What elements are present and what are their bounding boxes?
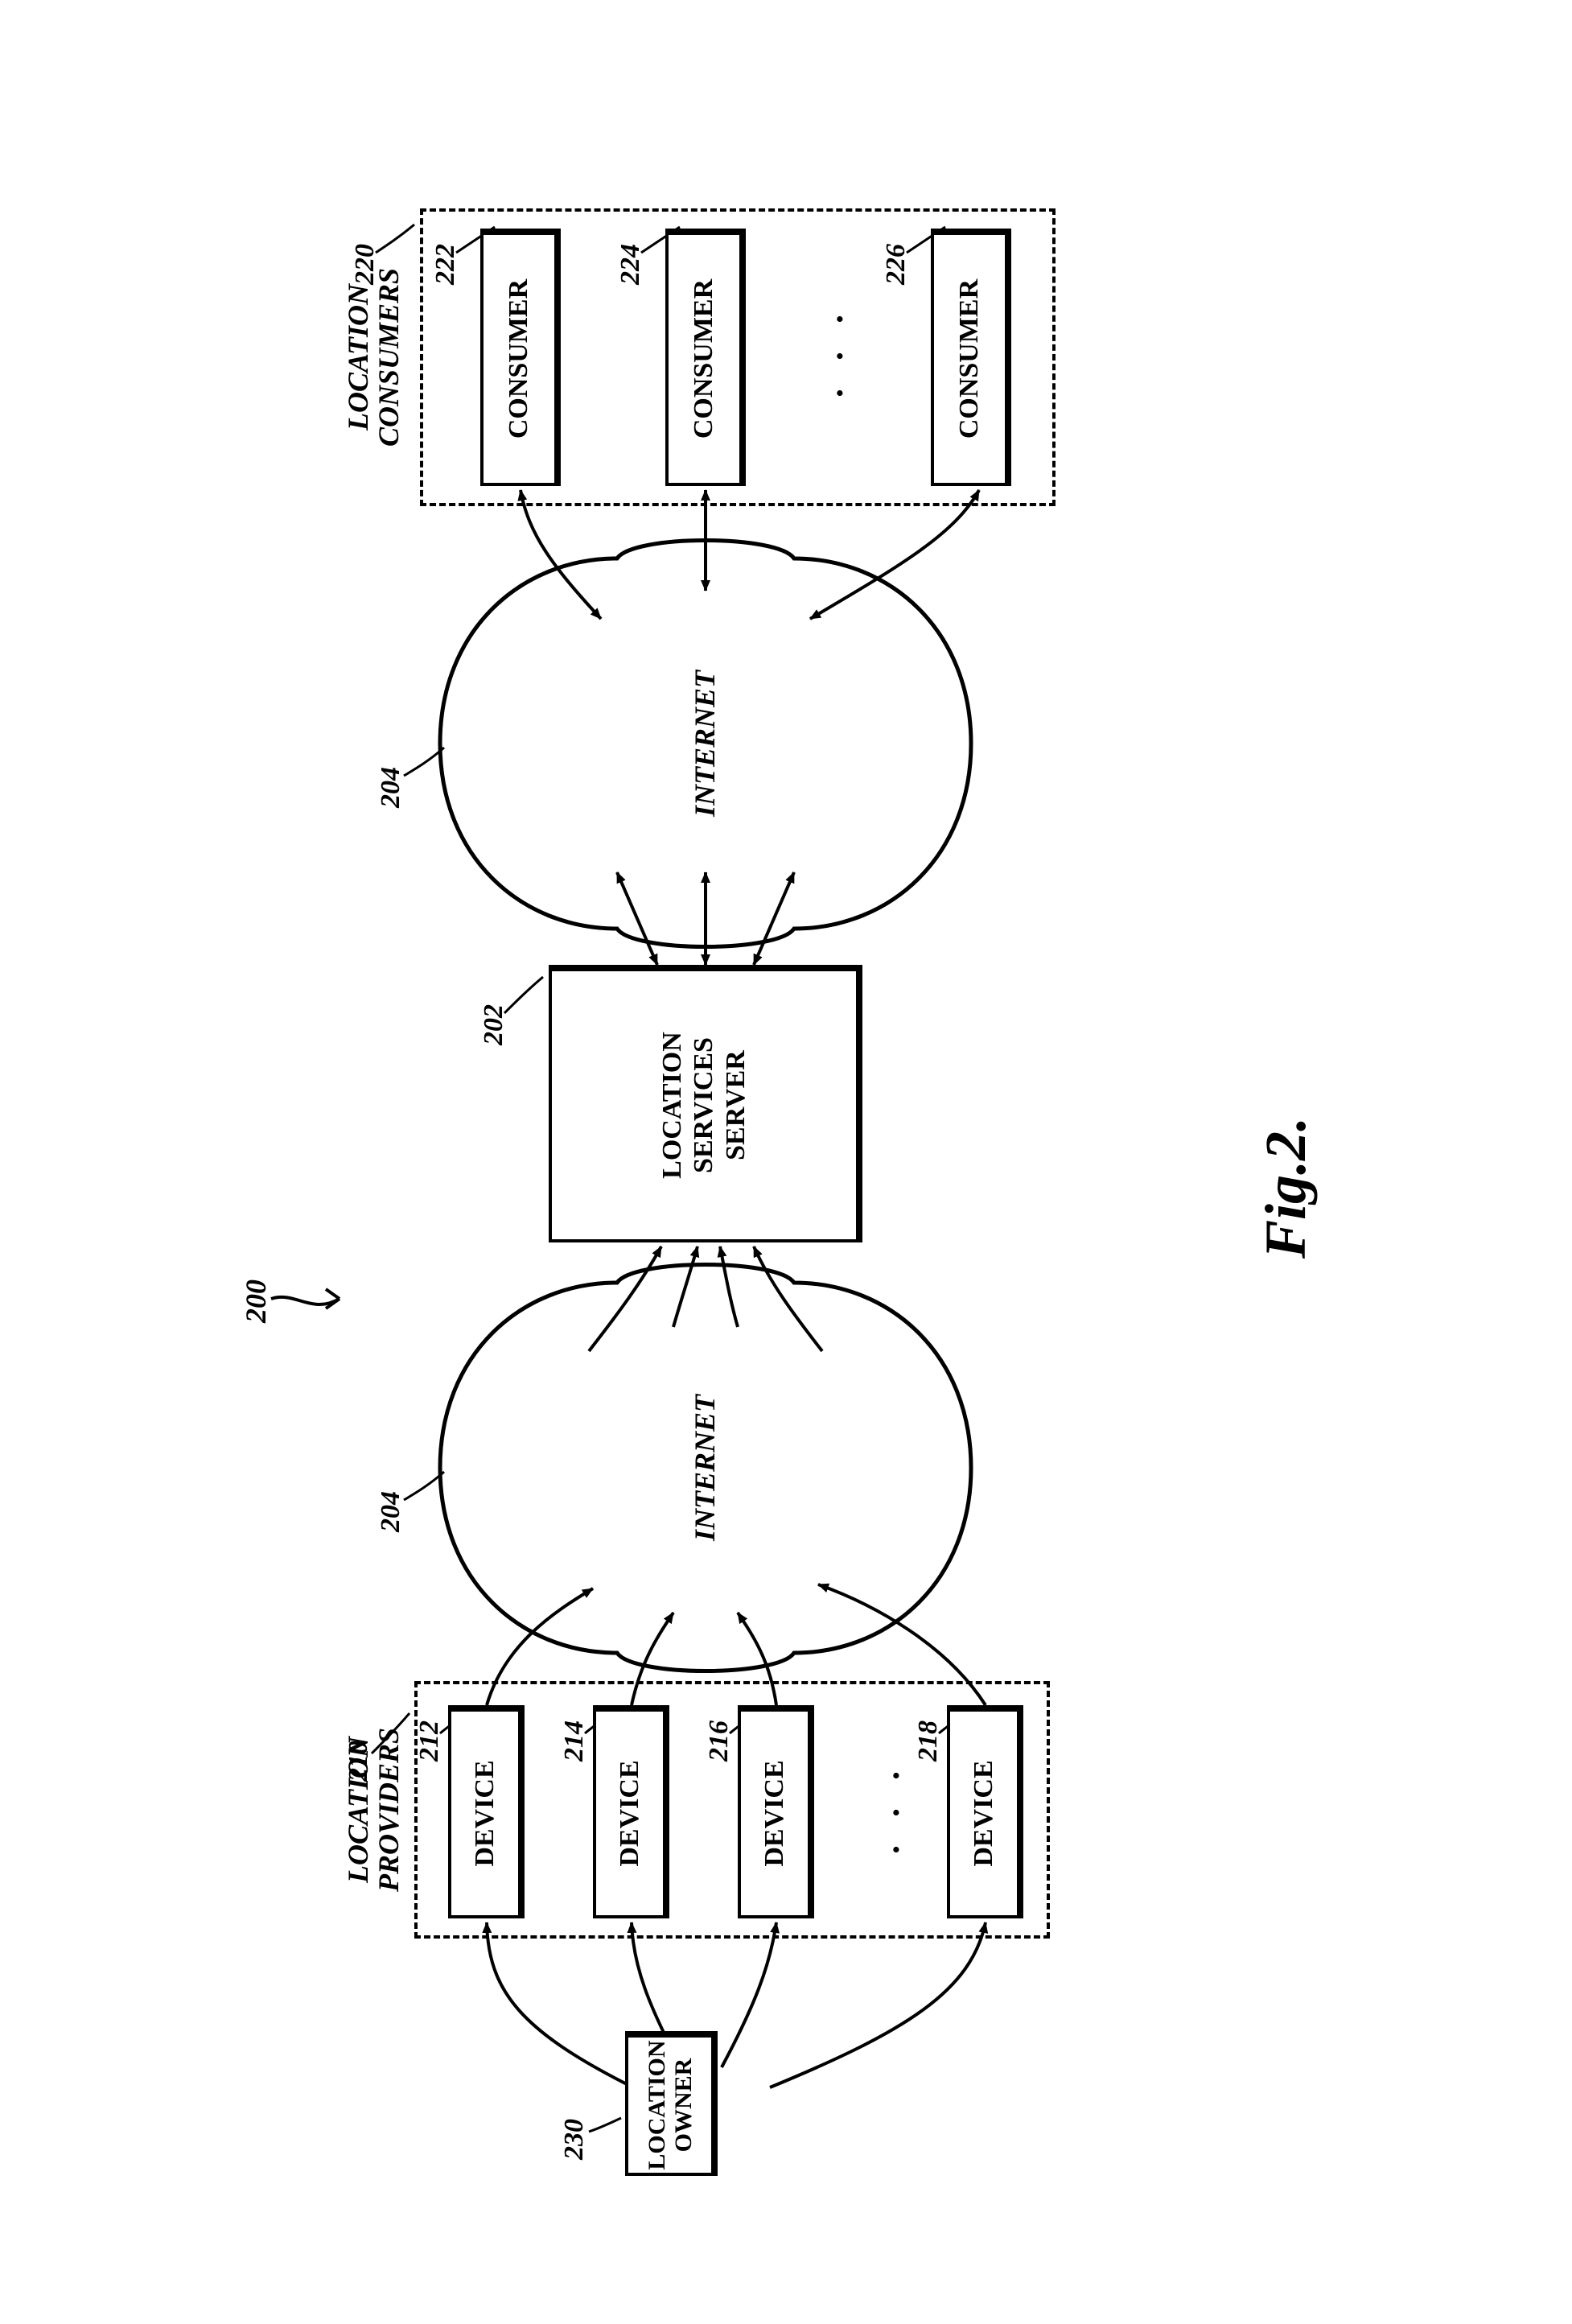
providers-ellipsis: . . . xyxy=(866,1762,907,1854)
ref-226: 226 xyxy=(881,244,912,285)
device-box-3: DEVICE xyxy=(738,1705,814,1918)
device-box-2: DEVICE xyxy=(593,1705,669,1918)
providers-title: LOCATION PROVIDERS xyxy=(344,1681,405,1939)
device-1-label: DEVICE xyxy=(470,1760,500,1866)
ref-204a: 204 xyxy=(376,1491,406,1532)
server-label: LOCATION SERVICES SERVER xyxy=(656,1032,751,1179)
ref-222: 222 xyxy=(430,244,461,285)
ref-214: 214 xyxy=(559,1720,590,1762)
consumer-1-label: CONSUMER xyxy=(504,279,534,439)
ref-212: 212 xyxy=(414,1720,445,1762)
ref-230: 230 xyxy=(559,2119,590,2160)
device-3-label: DEVICE xyxy=(759,1760,790,1866)
ref-224: 224 xyxy=(615,244,646,285)
device-box-4: DEVICE xyxy=(947,1705,1023,1918)
consumer-box-1: CONSUMER xyxy=(480,229,561,486)
diagram-stage: LOCATION OWNER 230 LOCATION PROVIDERS 21… xyxy=(102,116,1470,2208)
location-owner-box: LOCATION OWNER xyxy=(625,2031,718,2176)
ref-210: 210 xyxy=(344,1741,374,1782)
ref-200: 200 xyxy=(239,1279,273,1323)
consumer-2-label: CONSUMER xyxy=(689,279,719,439)
figure-caption: Fig.2. xyxy=(1253,1117,1319,1259)
ref-204b: 204 xyxy=(376,767,406,808)
cloud-b-label: INTERNET xyxy=(688,663,722,824)
consumers-ellipsis: . . . xyxy=(810,305,851,398)
ref-216: 216 xyxy=(704,1720,735,1762)
device-2-label: DEVICE xyxy=(615,1760,645,1866)
consumer-box-3: CONSUMER xyxy=(931,229,1011,486)
consumer-3-label: CONSUMER xyxy=(954,279,985,439)
location-owner-label: LOCATION OWNER xyxy=(644,2040,697,2169)
consumer-box-2: CONSUMER xyxy=(665,229,746,486)
device-box-1: DEVICE xyxy=(448,1705,525,1918)
ref-202: 202 xyxy=(479,1004,509,1045)
ref-218: 218 xyxy=(913,1720,944,1762)
ref-220: 220 xyxy=(350,244,381,285)
server-box: LOCATION SERVICES SERVER xyxy=(549,965,862,1242)
cloud-a-label: INTERNET xyxy=(688,1387,722,1548)
device-4-label: DEVICE xyxy=(969,1760,999,1866)
